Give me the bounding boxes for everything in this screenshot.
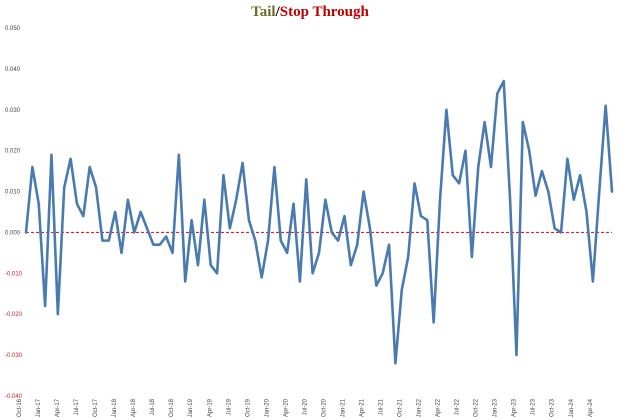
x-tick-label: Oct-23 <box>550 398 556 417</box>
x-tick-label: Jul-22 <box>455 398 461 415</box>
x-tick-label: Oct-16 <box>17 398 23 417</box>
x-tick-label: Apr-20 <box>283 398 289 417</box>
x-tick-label: Jul-17 <box>74 398 80 415</box>
x-tick-label: Apr-23 <box>512 398 518 417</box>
x-tick-label: Oct-21 <box>398 398 404 417</box>
y-tick-label: -0.020 <box>5 312 23 318</box>
series-layer <box>24 79 614 365</box>
x-tick-label: Jul-21 <box>378 398 384 415</box>
x-tick-label: Jul-18 <box>150 398 156 415</box>
x-tick-label: Oct-19 <box>245 398 251 417</box>
x-tick-label: Apr-17 <box>55 398 61 417</box>
title-stop-through: Stop Through <box>279 4 369 20</box>
x-tick-label: Jul-19 <box>226 398 232 415</box>
y-axis-ticks: 0.050 0.040 0.030 0.020 0.010 0.000 -0.010 -0.0… <box>5 26 23 400</box>
x-tick-label: Jan-24 <box>569 398 575 417</box>
x-tick-label: Jan-22 <box>417 398 423 417</box>
x-tick-label: Apr-21 <box>359 398 365 417</box>
x-tick-label: Jan-19 <box>188 398 194 417</box>
y-tick-label: 0.040 <box>5 67 21 73</box>
x-tick-label: Apr-22 <box>436 398 442 417</box>
y-tick-label: -0.030 <box>5 353 23 359</box>
x-tick-label: Oct-22 <box>474 398 480 417</box>
x-tick-label: Oct-20 <box>321 398 327 417</box>
x-tick-label: Jul-23 <box>531 398 537 415</box>
chart-title: Tail/Stop Through <box>0 4 620 21</box>
x-axis-ticks: Oct-16 Jan-17 Apr-17 Jul-17 Oct-17 Jan-18 Apr-… <box>17 398 594 417</box>
x-tick-label: Apr-19 <box>207 398 213 417</box>
x-tick-label: Apr-24 <box>588 398 594 417</box>
y-tick-label: 0.020 <box>5 149 21 155</box>
x-tick-label: Apr-18 <box>131 398 137 417</box>
title-separator: / <box>275 4 280 20</box>
x-tick-label: Jul-20 <box>302 398 308 415</box>
series-line <box>24 79 614 365</box>
x-tick-label: Jan-23 <box>493 398 499 417</box>
x-tick-label: Jan-21 <box>340 398 346 417</box>
x-tick-label: Oct-18 <box>169 398 175 417</box>
y-tick-label: -0.040 <box>5 394 23 400</box>
x-tick-label: Jan-18 <box>112 398 118 417</box>
x-tick-label: Jan-17 <box>36 398 42 417</box>
y-tick-label: 0.030 <box>5 108 21 114</box>
x-tick-label: Oct-17 <box>93 398 99 417</box>
y-tick-label: -0.010 <box>5 271 23 277</box>
y-tick-label: 0.050 <box>5 26 21 32</box>
y-tick-label: 0.010 <box>5 190 21 196</box>
x-tick-label: Jan-20 <box>264 398 270 417</box>
title-tail: Tail <box>251 4 276 20</box>
y-tick-label: 0.000 <box>5 230 21 236</box>
